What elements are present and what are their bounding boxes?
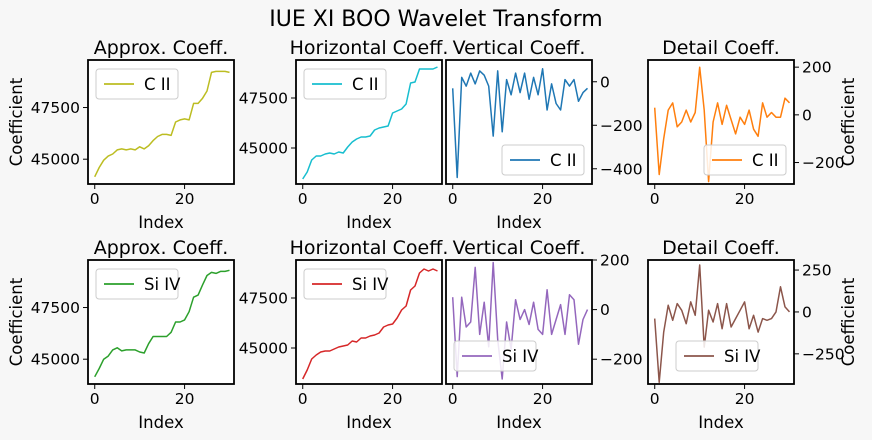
y-axis-label: Coefficient xyxy=(7,77,26,166)
legend: Si IV xyxy=(676,341,761,371)
x-axis-label: Index xyxy=(138,413,184,432)
legend-label: Si IV xyxy=(144,275,181,294)
y-tick-label: 200 xyxy=(802,59,832,77)
y-tick-label: 45000 xyxy=(239,340,288,358)
x-tick-label: 20 xyxy=(533,390,553,408)
chart-panel-5: Approx. Coeff. 0 20 45000 47500 Index Coeffici… xyxy=(7,237,234,432)
x-axis-label: Index xyxy=(138,213,184,232)
chart-panel-6: Horizontal Coeff. 0 20 45000 47500 Index Si IV xyxy=(239,237,449,432)
chart-title: Approx. Coeff. xyxy=(94,37,229,59)
y-axis-label: Coefficient xyxy=(839,277,858,366)
x-axis-label: Index xyxy=(346,413,392,432)
chart-title: Approx. Coeff. xyxy=(94,237,229,259)
x-tick-label: 0 xyxy=(448,190,458,208)
x-axis-label: Index xyxy=(698,413,744,432)
legend-label: Si IV xyxy=(502,347,539,366)
legend-label: C II xyxy=(752,151,779,170)
legend: Si IV xyxy=(304,269,389,299)
x-tick-label: 20 xyxy=(383,390,403,408)
legend: C II xyxy=(502,145,584,175)
legend: C II xyxy=(96,69,178,99)
chart-title: Vertical Coeff. xyxy=(453,237,586,259)
figure-title: IUE XI BOO Wavelet Transform xyxy=(269,7,602,32)
y-tick-label: 47500 xyxy=(31,99,80,117)
chart-panel-3: Vertical Coeff. 0 20 0 −200 −400 Index C II xyxy=(446,37,643,232)
y-tick-label: −200 xyxy=(600,351,643,369)
chart-title: Horizontal Coeff. xyxy=(290,37,449,59)
chart-panel-7: Vertical Coeff. 0 20 200 0 −200 Index Si IV xyxy=(446,237,643,432)
legend-label: Si IV xyxy=(352,275,389,294)
legend: Si IV xyxy=(454,341,539,371)
y-tick-label: 45000 xyxy=(239,140,288,158)
legend-label: Si IV xyxy=(724,347,761,366)
x-tick-label: 20 xyxy=(735,390,755,408)
y-tick-label: 45000 xyxy=(31,151,80,169)
y-tick-label: 45000 xyxy=(31,351,80,369)
y-tick-label: 0 xyxy=(802,303,812,321)
y-tick-label: 250 xyxy=(802,262,832,280)
chart-panel-8: Detail Coeff.0 202500−250IndexCoefficient… xyxy=(648,237,858,432)
y-tick-label: 200 xyxy=(600,252,630,270)
chart-panel-2: Horizontal Coeff. 0 20 45000 47500 Index C II xyxy=(239,37,449,232)
chart-panel-1: Approx. Coeff. 0 20 45000 47500 Index Coeffici… xyxy=(7,37,234,232)
x-tick-label: 0 xyxy=(650,190,660,208)
x-tick-label: 20 xyxy=(533,190,553,208)
x-tick-label: 20 xyxy=(175,390,195,408)
chart-title: Horizontal Coeff. xyxy=(290,237,449,259)
legend: Si IV xyxy=(96,269,181,299)
x-axis-label: Index xyxy=(346,213,392,232)
y-tick-label: 47500 xyxy=(239,290,288,308)
y-tick-label: 47500 xyxy=(31,299,80,317)
chart-title: Detail Coeff. xyxy=(662,237,780,259)
x-axis-label: Index xyxy=(496,213,542,232)
x-tick-label: 0 xyxy=(298,190,308,208)
y-tick-label: 0 xyxy=(600,73,610,91)
legend: C II xyxy=(704,145,786,175)
x-tick-label: 0 xyxy=(298,390,308,408)
legend-label: C II xyxy=(352,75,379,94)
y-tick-label: −400 xyxy=(600,160,643,178)
y-tick-label: 47500 xyxy=(239,90,288,108)
x-tick-label: 0 xyxy=(90,390,100,408)
chart-title: Vertical Coeff. xyxy=(453,37,586,59)
y-axis-label: Coefficient xyxy=(839,77,858,166)
y-tick-label: −200 xyxy=(600,117,643,135)
x-tick-label: 20 xyxy=(175,190,195,208)
legend-label: C II xyxy=(144,75,171,94)
y-axis-label: Coefficient xyxy=(7,277,26,366)
y-tick-label: 0 xyxy=(600,301,610,319)
x-tick-label: 0 xyxy=(448,390,458,408)
x-axis-label: Index xyxy=(496,413,542,432)
x-tick-label: 0 xyxy=(90,190,100,208)
y-tick-label: 0 xyxy=(802,106,812,124)
legend: C II xyxy=(304,69,386,99)
chart-title: Detail Coeff. xyxy=(662,37,780,59)
legend-label: C II xyxy=(550,151,577,170)
x-tick-label: 20 xyxy=(383,190,403,208)
x-tick-label: 0 xyxy=(650,390,660,408)
x-tick-label: 20 xyxy=(735,190,755,208)
